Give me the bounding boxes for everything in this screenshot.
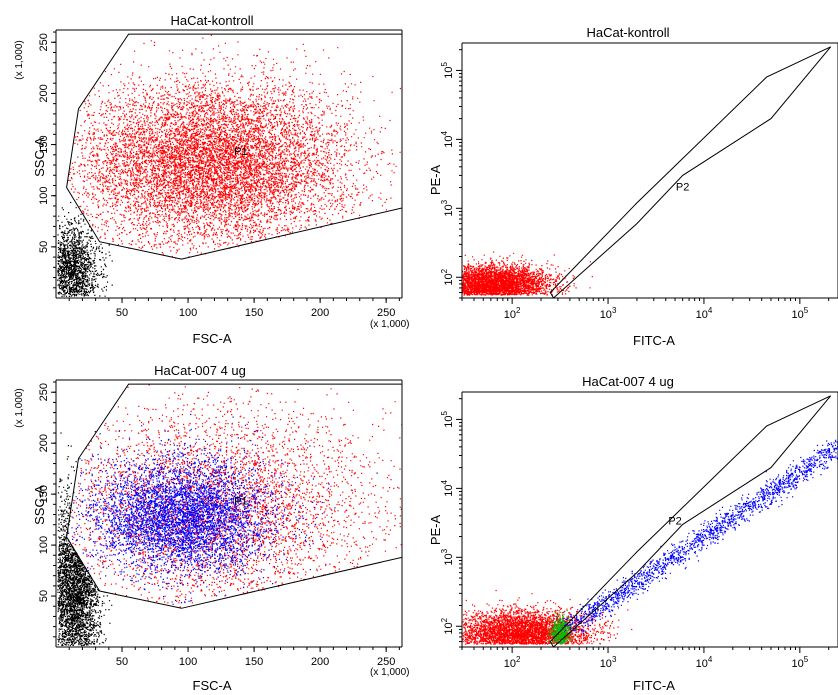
scatter-series-0 bbox=[462, 589, 633, 645]
gate-label: P2 bbox=[668, 515, 681, 527]
gate-label: P1 bbox=[234, 495, 247, 507]
panel-fsc-ssc-control: HaCat-kontroll FSC-A SSC-A (x 1,000) (x … bbox=[14, 13, 409, 346]
y-tick-label: 102 bbox=[440, 268, 455, 285]
x-tick-label: 200 bbox=[311, 307, 329, 319]
y-tick-label: 200 bbox=[38, 434, 50, 452]
x-tick-label: 100 bbox=[179, 307, 197, 319]
x-axis-label: FSC-A bbox=[193, 331, 232, 346]
x-tick-label: 102 bbox=[504, 306, 521, 321]
panel-title: HaCat-007 4 ug bbox=[154, 363, 246, 378]
y-axis-label: SSC-A bbox=[32, 485, 47, 525]
x-axis-label: FSC-A bbox=[193, 678, 232, 693]
y-axis-label: PE-A bbox=[428, 165, 443, 196]
x-tick-label: 105 bbox=[791, 655, 808, 670]
x-tick-label: 150 bbox=[245, 307, 263, 319]
y-tick-label: 105 bbox=[440, 411, 455, 428]
x-tick-label: 103 bbox=[600, 306, 617, 321]
scatter-series-2 bbox=[57, 431, 113, 647]
scatter-series-2 bbox=[545, 609, 578, 645]
scatter-dots bbox=[462, 439, 838, 645]
y-tick-label: 150 bbox=[38, 485, 50, 503]
x-tick-label: 50 bbox=[116, 656, 128, 668]
scatter-series-1 bbox=[57, 201, 113, 297]
scatter-series-0 bbox=[462, 251, 593, 296]
y-tick-label: 50 bbox=[38, 241, 50, 253]
gate-polygon bbox=[549, 46, 832, 299]
y-multiplier-label: (x 1,000) bbox=[14, 388, 25, 427]
x-multiplier-label: (x 1,000) bbox=[370, 319, 409, 330]
panel-fitc-pe-treated: HaCat-007 4 ug FITC-A PE-A P2 102 103 104 10… bbox=[428, 374, 838, 693]
y-tick-label: 103 bbox=[440, 548, 455, 565]
x-tick-label: 200 bbox=[311, 656, 329, 668]
scatter-series-1 bbox=[552, 439, 838, 642]
y-multiplier-label: (x 1,000) bbox=[14, 40, 25, 79]
y-tick-label: 102 bbox=[440, 617, 455, 634]
gate-label: P2 bbox=[676, 182, 689, 194]
panel-title: HaCat-007 4 ug bbox=[582, 374, 674, 389]
x-multiplier-label: (x 1,000) bbox=[370, 667, 409, 678]
gate-label: P1 bbox=[234, 146, 247, 158]
y-tick-label: 103 bbox=[440, 199, 455, 216]
panel-title: HaCat-kontroll bbox=[586, 25, 669, 40]
x-tick-label: 100 bbox=[179, 656, 197, 668]
x-tick-label: 150 bbox=[245, 656, 263, 668]
y-tick-label: 150 bbox=[38, 135, 50, 153]
panel-fsc-ssc-treated: HaCat-007 4 ug FSC-A SSC-A (x 1,000) (x … bbox=[14, 363, 409, 693]
y-tick-label: 105 bbox=[440, 62, 455, 79]
y-axis-label: SSC-A bbox=[32, 137, 47, 177]
y-axis-label: PE-A bbox=[428, 515, 443, 546]
y-tick-label: 100 bbox=[38, 187, 50, 205]
panel-title: HaCat-kontroll bbox=[170, 13, 253, 28]
x-tick-label: 250 bbox=[377, 307, 395, 319]
x-tick-label: 250 bbox=[377, 656, 395, 668]
y-tick-label: 250 bbox=[38, 33, 50, 51]
y-tick-label: 100 bbox=[38, 536, 50, 554]
x-tick-label: 50 bbox=[116, 307, 128, 319]
x-axis-label: FITC-A bbox=[633, 678, 675, 693]
x-tick-label: 102 bbox=[504, 655, 521, 670]
scatter-dots bbox=[462, 251, 593, 296]
scatter-series-1 bbox=[68, 413, 378, 605]
y-tick-label: 104 bbox=[440, 479, 455, 496]
x-tick-label: 103 bbox=[600, 655, 617, 670]
y-tick-label: 200 bbox=[38, 84, 50, 102]
x-tick-label: 104 bbox=[696, 306, 713, 321]
y-tick-label: 104 bbox=[440, 130, 455, 147]
scatter-series-0 bbox=[68, 34, 401, 259]
x-axis-label: FITC-A bbox=[633, 333, 675, 348]
y-tick-label: 50 bbox=[38, 590, 50, 602]
panel-fitc-pe-control: HaCat-kontroll FITC-A PE-A P2 102 103 104 10… bbox=[428, 25, 838, 348]
x-tick-label: 104 bbox=[696, 655, 713, 670]
gate-polygon bbox=[549, 395, 832, 648]
x-tick-label: 105 bbox=[791, 306, 808, 321]
scatter-dots bbox=[57, 384, 402, 647]
scatter-dots bbox=[57, 34, 401, 297]
y-tick-label: 250 bbox=[38, 383, 50, 401]
